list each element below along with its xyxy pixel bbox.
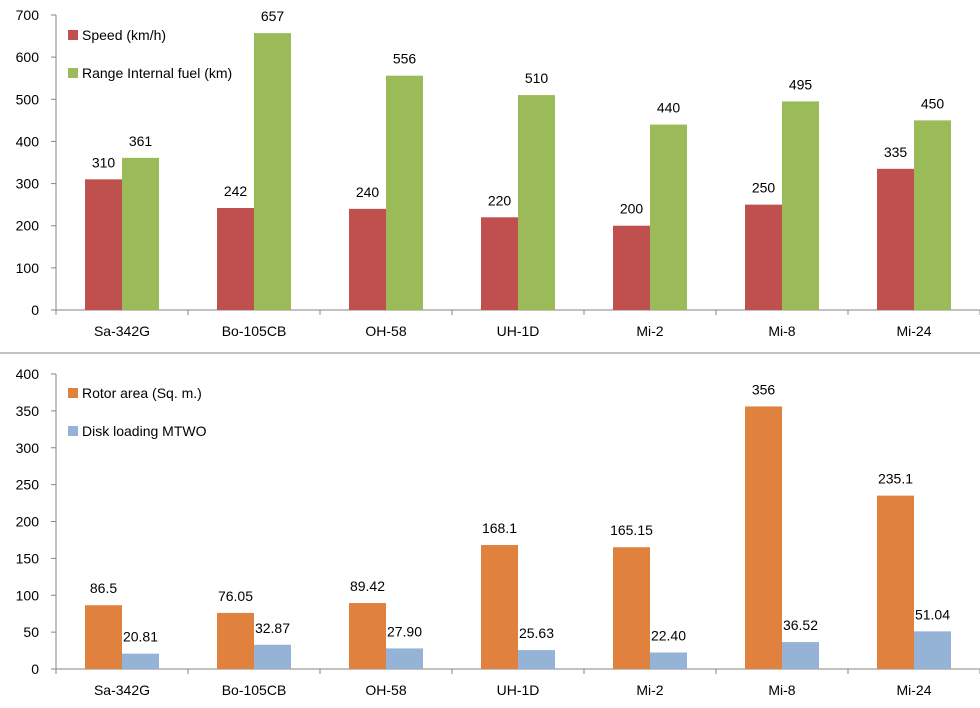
speed-range-chart-category-label: Bo-105CB <box>222 323 287 339</box>
speed-range-chart-bar <box>782 101 819 311</box>
speed-range-chart-data-label: 335 <box>884 144 908 160</box>
rotor-disk-chart-bar <box>122 653 159 669</box>
speed-range-chart-bar <box>217 208 254 310</box>
rotor-disk-chart-y-tick-label: 200 <box>16 514 40 530</box>
rotor-disk-chart-category-label: Sa-342G <box>94 682 150 698</box>
speed-range-chart-bar <box>745 204 782 310</box>
speed-range-chart-y-tick-label: 300 <box>16 176 40 192</box>
rotor-disk-chart-y-tick-label: 300 <box>16 440 40 456</box>
rotor-disk-chart-y-tick-label: 50 <box>23 624 39 640</box>
rotor-disk-chart-bar <box>914 631 951 669</box>
speed-range-chart-y-tick-label: 500 <box>16 91 40 107</box>
speed-range-chart-bar <box>85 179 122 310</box>
rotor-disk-chart-bar <box>85 605 122 669</box>
speed-range-chart-bar <box>914 120 951 310</box>
rotor-disk-chart-data-label: 235.1 <box>878 471 913 487</box>
speed-range-chart-y-tick-label: 600 <box>16 49 40 65</box>
speed-range-chart-data-label: 556 <box>393 51 417 67</box>
rotor-disk-chart-y-tick-label: 400 <box>16 366 40 382</box>
rotor-disk-chart-data-label: 25.63 <box>519 625 554 641</box>
speed-range-chart-bar <box>877 168 914 310</box>
speed-range-chart-bar <box>613 225 650 310</box>
speed-range-chart-category-label: Mi-2 <box>636 323 663 339</box>
speed-range-chart-legend-swatch <box>68 30 78 40</box>
rotor-disk-chart-bar <box>745 406 782 669</box>
speed-range-chart-legend-label: Range Internal fuel (km) <box>82 65 232 81</box>
rotor-disk-chart-legend-label: Disk loading MTWO <box>82 423 207 439</box>
speed-range-chart-data-label: 510 <box>525 70 549 86</box>
rotor-disk-chart-bar <box>650 652 687 669</box>
speed-range-chart-bar <box>386 75 423 310</box>
rotor-disk-chart-category-label: Mi-8 <box>768 682 795 698</box>
rotor-disk-chart-data-label: 89.42 <box>350 578 385 594</box>
speed-range-chart-data-label: 440 <box>657 100 681 116</box>
speed-range-chart-y-tick-label: 0 <box>31 302 39 318</box>
rotor-disk-chart-y-tick-label: 0 <box>31 661 39 677</box>
rotor-disk-chart-bar <box>782 642 819 669</box>
speed-range-chart-legend-swatch <box>68 68 78 78</box>
rotor-disk-chart-legend-swatch <box>68 426 78 436</box>
speed-range-chart-bar <box>518 95 555 310</box>
speed-range-chart-data-label: 361 <box>129 133 153 149</box>
speed-range-chart-data-label: 220 <box>488 192 512 208</box>
speed-range-chart-data-label: 310 <box>92 154 116 170</box>
rotor-disk-chart-bar <box>877 495 914 669</box>
rotor-disk-chart-bar <box>613 547 650 669</box>
rotor-disk-chart-legend-swatch <box>68 388 78 398</box>
speed-range-chart-bar <box>481 217 518 310</box>
rotor-disk-chart-category-label: Mi-2 <box>636 682 663 698</box>
rotor-disk-chart-bar <box>349 603 386 669</box>
speed-range-chart-data-label: 657 <box>261 8 285 24</box>
speed-range-chart-bar <box>650 124 687 310</box>
speed-range-chart-y-tick-label: 700 <box>16 7 40 23</box>
speed-range-chart-legend-label: Speed (km/h) <box>82 27 166 43</box>
speed-range-chart-data-label: 450 <box>921 95 945 111</box>
speed-range-chart-category-label: Mi-24 <box>896 323 931 339</box>
rotor-disk-chart-y-tick-label: 250 <box>16 477 40 493</box>
rotor-disk-chart-data-label: 20.81 <box>123 629 158 645</box>
speed-range-chart-data-label: 200 <box>620 201 644 217</box>
speed-range-chart-data-label: 240 <box>356 184 380 200</box>
rotor-disk-chart-category-label: UH-1D <box>497 682 540 698</box>
speed-range-chart-y-tick-label: 100 <box>16 260 40 276</box>
rotor-disk-chart-bar <box>217 612 254 669</box>
speed-range-chart-y-tick-label: 400 <box>16 133 40 149</box>
rotor-disk-chart-data-label: 22.40 <box>651 627 686 643</box>
rotor-disk-chart-data-label: 86.5 <box>90 580 117 596</box>
rotor-disk-chart-legend-label: Rotor area (Sq. m.) <box>82 385 202 401</box>
speed-range-chart-bar <box>349 208 386 310</box>
rotor-disk-chart-category-label: Mi-24 <box>896 682 931 698</box>
speed-range-chart-category-label: Mi-8 <box>768 323 795 339</box>
speed-range-chart-bar <box>254 33 291 310</box>
rotor-disk-chart-data-label: 32.87 <box>255 620 290 636</box>
speed-range-chart-bar <box>122 157 159 310</box>
rotor-disk-chart-data-label: 168.1 <box>482 520 517 536</box>
rotor-disk-chart-y-tick-label: 100 <box>16 587 40 603</box>
speed-range-chart-data-label: 242 <box>224 183 248 199</box>
rotor-disk-chart-data-label: 51.04 <box>915 606 950 622</box>
speed-range-chart-data-label: 250 <box>752 180 776 196</box>
rotor-disk-chart-data-label: 165.15 <box>610 522 653 538</box>
rotor-disk-chart-bar <box>481 545 518 669</box>
rotor-disk-chart-data-label: 36.52 <box>783 617 818 633</box>
rotor-disk-chart-bar <box>386 648 423 669</box>
rotor-disk-chart-category-label: OH-58 <box>365 682 406 698</box>
rotor-disk-chart-data-label: 356 <box>752 381 776 397</box>
speed-range-chart-y-tick-label: 200 <box>16 218 40 234</box>
speed-range-chart-category-label: OH-58 <box>365 323 406 339</box>
rotor-disk-chart-bar <box>254 644 291 669</box>
rotor-disk-chart-data-label: 27.90 <box>387 623 422 639</box>
rotor-disk-chart-category-label: Bo-105CB <box>222 682 287 698</box>
rotor-disk-chart-bar <box>518 650 555 669</box>
rotor-disk-chart-y-tick-label: 350 <box>16 403 40 419</box>
rotor-disk-chart-data-label: 76.05 <box>218 588 253 604</box>
rotor-disk-chart-y-tick-label: 150 <box>16 550 40 566</box>
speed-range-chart-category-label: Sa-342G <box>94 323 150 339</box>
speed-range-chart-category-label: UH-1D <box>497 323 540 339</box>
speed-range-chart-data-label: 495 <box>789 76 813 92</box>
